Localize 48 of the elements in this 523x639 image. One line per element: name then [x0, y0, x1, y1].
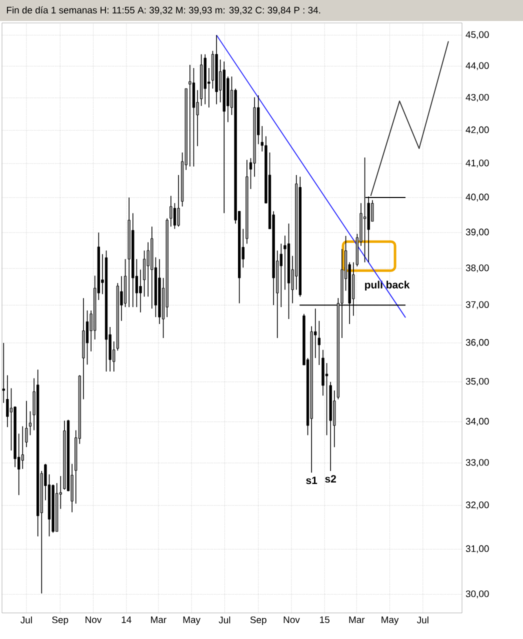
x-tick-label: Nov [86, 616, 102, 624]
y-tick-label: 40,00 [466, 194, 489, 202]
candlestick [21, 426, 24, 470]
x-tick-label: Nov [284, 616, 300, 624]
candlestick [2, 342, 5, 404]
y-tick-label: 31,00 [466, 545, 489, 554]
y-tick-label: 39,00 [466, 228, 489, 236]
y-tick-label: 44,00 [466, 62, 489, 70]
y-tick-label: 30,00 [466, 590, 489, 598]
x-tick-label: Mar [151, 616, 166, 624]
candlestick [28, 410, 32, 436]
x-tick-label: 15 [320, 616, 330, 624]
x-tick-label: May [382, 616, 399, 625]
y-tick-label: 45,00 [466, 31, 489, 40]
y-tick-label: 38,00 [466, 264, 489, 272]
y-tick-label: 37,00 [466, 301, 489, 310]
x-tick-label: May [183, 616, 200, 625]
y-tick-label: 36,00 [466, 339, 489, 347]
x-tick-label: Sep [250, 616, 266, 626]
candlestick [6, 374, 9, 428]
annotation: s1 [306, 476, 318, 484]
candlestick [318, 320, 321, 366]
annotation: pull back [365, 280, 410, 291]
candlestick [170, 195, 172, 228]
candlestick [142, 250, 146, 298]
y-tick-label: 35,00 [466, 378, 489, 386]
candlestick [173, 202, 176, 230]
chart-title: Fin de día 1 semanas H: 11:55 A: 39,32 M: 39,93 m: 39,32 C: 39,84 P : 34. [6, 6, 320, 15]
y-tick-label: 43,00 [466, 94, 489, 102]
x-tick-label: Jul [416, 616, 428, 624]
y-tick-label: 42,00 [466, 126, 489, 134]
candlestick [86, 310, 89, 366]
x-tick-label: 14 [122, 616, 132, 623]
y-tick-label: 34,00 [466, 418, 489, 426]
candlestick [139, 269, 142, 313]
line-series [370, 40, 449, 196]
candlestick [284, 235, 286, 290]
x-tick-label: Jul [20, 616, 32, 624]
x-tick-label: Jul [218, 616, 230, 624]
x-tick-label: Mar [349, 616, 365, 624]
y-tick-label: 41,00 [466, 160, 489, 168]
candlestick [188, 64, 192, 167]
y-tick-label: 32,00 [466, 502, 489, 510]
candlestick [177, 174, 180, 228]
annotation: s2 [325, 475, 336, 483]
y-tick-label: 33,00 [466, 459, 489, 467]
x-tick-label: Sep [52, 616, 68, 626]
candlestick [146, 242, 150, 298]
